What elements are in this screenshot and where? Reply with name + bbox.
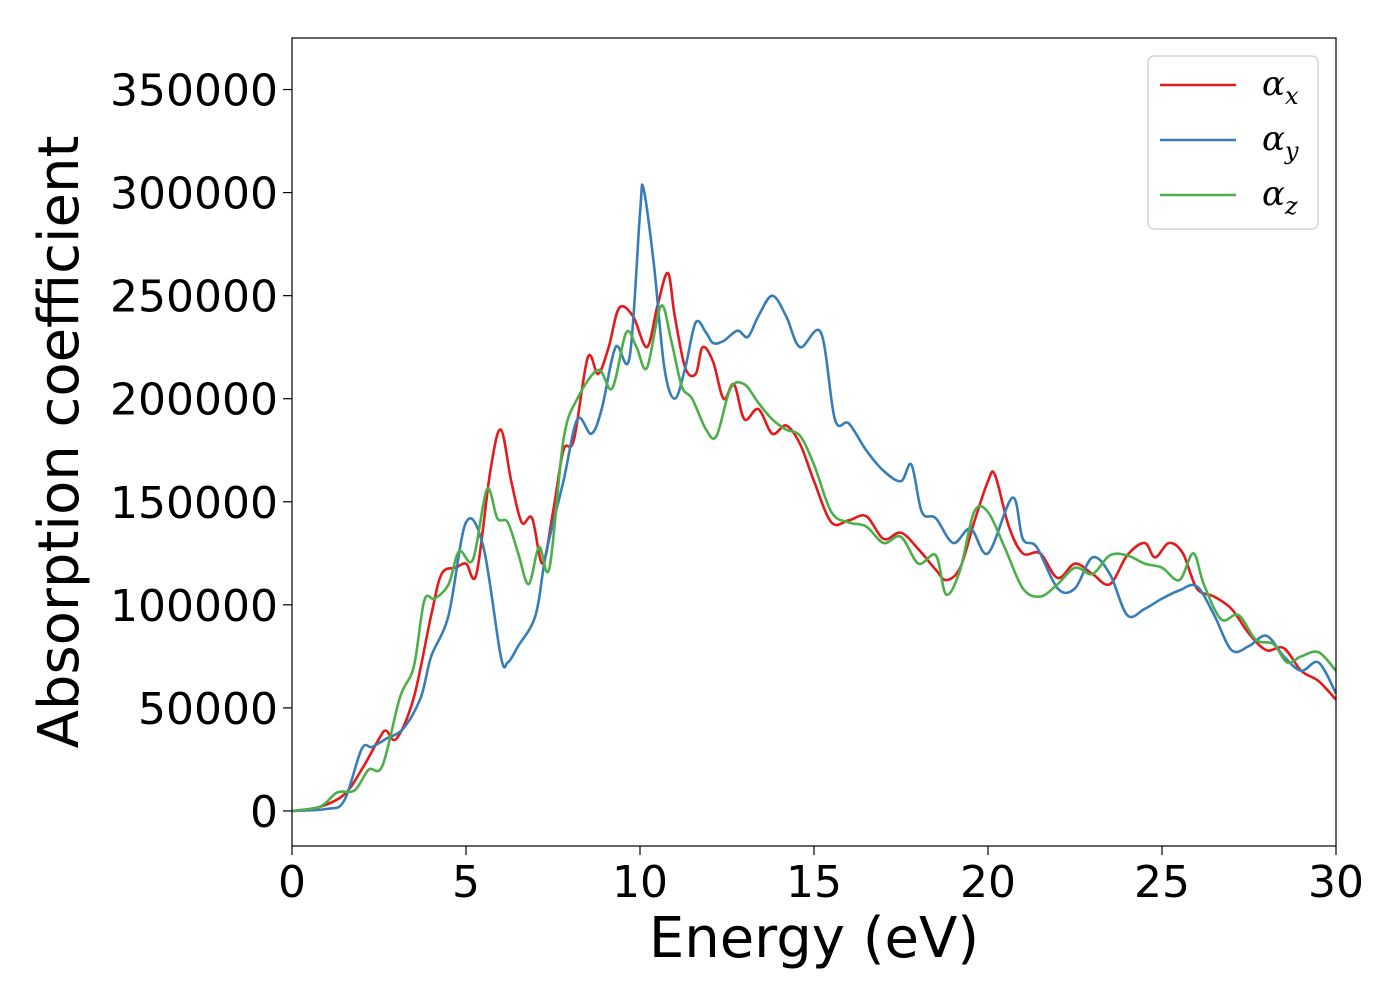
legend-label-y: αy — [1262, 119, 1299, 165]
x-tick-label: 10 — [612, 857, 668, 908]
legend-label-z: αz — [1262, 174, 1298, 220]
legend-box — [1147, 55, 1319, 230]
x-tick-label: 15 — [786, 857, 842, 908]
legend-label-x: αx — [1262, 64, 1299, 110]
y-axis: 0 50000 100000 150000 200000 250000 300000 3500… — [110, 66, 292, 838]
y-tick-label: 0 — [250, 787, 278, 838]
legend: αx αy αz — [1147, 55, 1319, 230]
x-axis-label: Energy (eV) — [649, 906, 979, 971]
y-tick-label: 300000 — [110, 169, 278, 220]
series-line-x — [291, 271, 1337, 813]
x-tick-label: 20 — [960, 857, 1016, 908]
series-line-z — [291, 304, 1337, 813]
y-tick-label: 250000 — [110, 272, 278, 323]
y-tick-label: 50000 — [138, 684, 278, 735]
x-tick-label: 5 — [452, 857, 480, 908]
y-tick-label: 200000 — [110, 375, 278, 426]
series-layer — [291, 183, 1338, 813]
x-tick-label: 25 — [1134, 857, 1190, 908]
y-tick-label: 350000 — [110, 66, 278, 117]
y-axis-label: Absorption coefficient — [27, 136, 92, 749]
y-tick-label: 100000 — [110, 581, 278, 632]
y-tick-label: 150000 — [110, 478, 278, 529]
series-line-y — [291, 183, 1338, 813]
x-tick-label: 30 — [1308, 857, 1364, 908]
x-axis: 0 5 10 15 20 25 30 — [278, 846, 1364, 908]
x-tick-label: 0 — [278, 857, 306, 908]
